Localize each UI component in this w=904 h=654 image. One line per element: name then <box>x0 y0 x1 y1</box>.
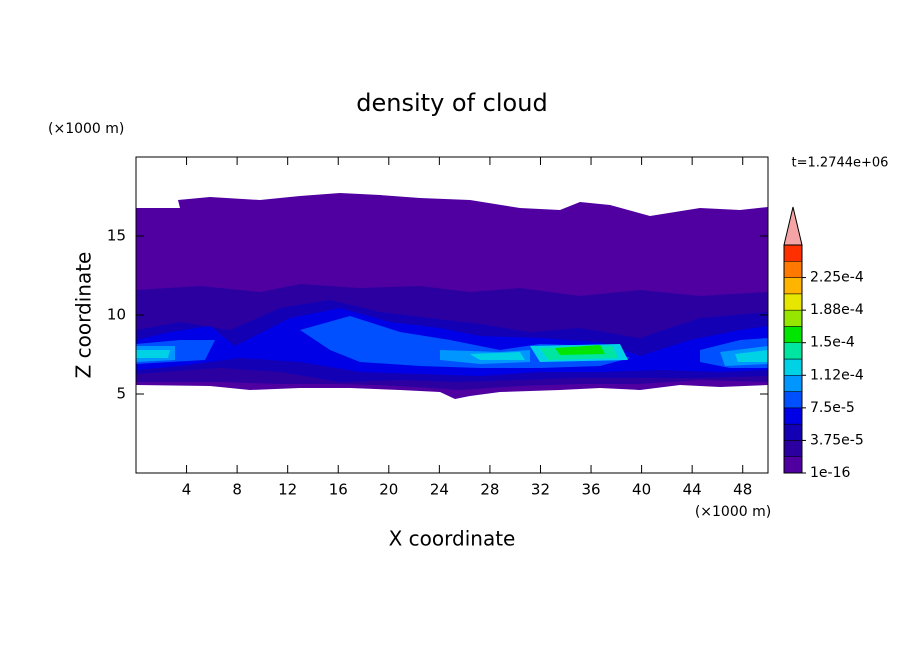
x-tick-label: 12 <box>278 481 297 499</box>
x-tick-label: 32 <box>531 481 550 499</box>
x-tick-label: 48 <box>733 481 752 499</box>
colorbar-band <box>783 391 803 409</box>
colorbar-band <box>783 244 803 262</box>
x-tick-label: 36 <box>581 481 600 499</box>
colorbar-tick-label: 3.75e-5 <box>810 432 864 448</box>
colorbar-band <box>783 423 803 441</box>
colorbar-band <box>783 277 803 295</box>
contour-field <box>136 193 768 399</box>
colorbar-tick-label: 2.25e-4 <box>810 270 864 286</box>
colorbar-tick-label: 1.88e-4 <box>810 302 864 318</box>
colorbar-frame <box>783 244 803 474</box>
time-label: t=1.2744e+06 <box>792 156 889 171</box>
x-tick-label: 4 <box>182 481 192 499</box>
chart-title: density of cloud <box>356 89 547 117</box>
y-unit: (×1000 m) <box>48 121 124 137</box>
y-axis-label: Z coordinate <box>72 252 96 379</box>
field-level-6 <box>136 346 768 366</box>
x-tick-label: 16 <box>329 481 348 499</box>
y-tick-label: 5 <box>116 385 126 403</box>
x-tick-label: 20 <box>379 481 398 499</box>
field-level-9 <box>555 345 605 355</box>
colorbar-band <box>783 440 803 457</box>
colorbar-tick-label: 1.5e-4 <box>810 335 855 351</box>
y-tick-label: 15 <box>107 227 126 245</box>
colorbar-tick-label: 7.5e-5 <box>810 400 855 416</box>
x-unit: (×1000 m) <box>695 504 771 520</box>
colorbar-band <box>783 375 803 392</box>
x-tick-label: 24 <box>430 481 449 499</box>
x-tick-label: 8 <box>232 481 242 499</box>
x-tick-label: 40 <box>632 481 651 499</box>
colorbar-band <box>783 293 803 311</box>
colorbar-band <box>783 261 803 278</box>
colorbar-tick-label: 1e-16 <box>810 465 850 481</box>
colorbar-band <box>783 456 803 474</box>
colorbar-tick-label: 1.12e-4 <box>810 367 864 383</box>
y-tick-label: 10 <box>107 306 126 324</box>
colorbar-band <box>783 358 803 376</box>
colorbar-band <box>783 407 803 425</box>
colorbar-band <box>783 309 803 327</box>
x-axis-label: X coordinate <box>389 527 516 551</box>
x-tick-label: 28 <box>480 481 499 499</box>
x-tick-label: 44 <box>683 481 702 499</box>
colorbar-band <box>783 342 803 360</box>
colorbar-band <box>783 326 803 343</box>
